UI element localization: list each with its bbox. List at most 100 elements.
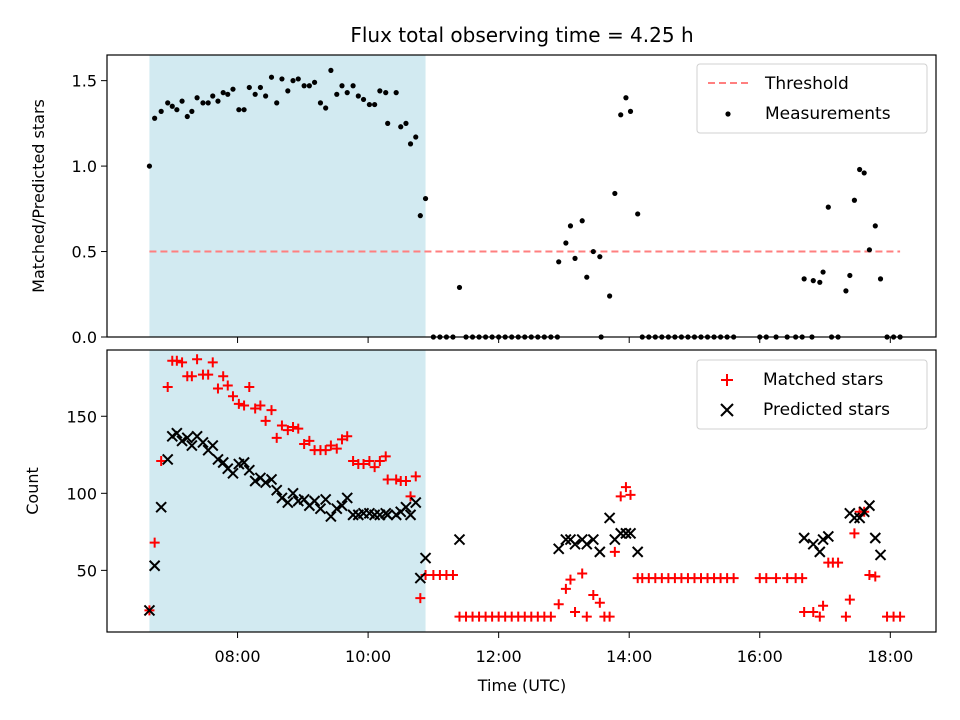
measurement-point — [241, 107, 247, 113]
predicted-star-point — [414, 572, 427, 584]
measurement-point — [866, 247, 873, 253]
matched-star-point — [227, 391, 238, 402]
predicted-star-point — [552, 543, 565, 555]
predicted-star-point — [186, 439, 198, 452]
predicted-star-point — [207, 439, 219, 452]
measurement-point — [306, 83, 312, 89]
predicted-star-point — [238, 456, 250, 469]
measurement-point — [165, 100, 171, 106]
measurement-point — [355, 93, 361, 99]
matched-star-point — [415, 593, 426, 604]
measurement-point — [843, 288, 849, 294]
matched-star-point — [222, 380, 233, 391]
x-tick-label: 12:00 — [476, 647, 522, 666]
matched-star-point — [358, 459, 369, 470]
bottom-panel-y-label: Count — [23, 467, 42, 515]
predicted-star-point — [271, 484, 283, 496]
matched-star-point — [553, 599, 564, 610]
top-panel: 0.0 0.5 1.0 1.5 Matched/Predicted stars Thr… — [29, 54, 937, 347]
top-panel-y-label: Matched/Predicted stars — [29, 99, 48, 293]
matched-star-point — [325, 440, 336, 451]
matched-star-point — [609, 546, 620, 557]
legend-threshold-label: Threshold — [764, 74, 849, 94]
matched-star-point — [331, 443, 342, 454]
predicted-star-point — [869, 532, 882, 544]
top-panel-x-ticks — [237, 337, 891, 343]
matched-star-point — [156, 455, 167, 466]
predicted-star-point — [155, 501, 167, 513]
measurement-point — [407, 141, 414, 147]
matched-star-point — [348, 455, 359, 466]
measurement-point — [618, 112, 624, 118]
measurement-point — [350, 83, 356, 89]
legend-matched-swatch — [721, 374, 733, 386]
matched-star-point — [844, 594, 855, 605]
matched-star-point — [276, 420, 287, 431]
measurement-point — [295, 76, 301, 82]
matched-star-point — [149, 537, 160, 548]
measurement-point — [413, 134, 419, 140]
measurement-point — [230, 86, 236, 92]
measurement-point — [344, 90, 350, 96]
measurement-point — [334, 91, 340, 97]
measurement-point — [257, 84, 263, 91]
predicted-star-point — [587, 533, 600, 546]
measurement-point — [567, 223, 574, 229]
x-tick-label: 08:00 — [214, 647, 260, 666]
predicted-star-point — [453, 533, 466, 546]
matched-star-point — [588, 590, 599, 601]
measurement-point — [393, 90, 399, 96]
measurement-point — [456, 284, 463, 291]
top-panel-shaded-region — [149, 55, 426, 337]
predicted-star-point — [265, 473, 278, 486]
x-axis-label: Time (UTC) — [477, 676, 566, 695]
matched-star-point — [382, 474, 393, 485]
top-panel-plot-area — [146, 67, 903, 340]
measurement-point — [189, 108, 195, 114]
measurement-point — [215, 98, 221, 104]
matched-star-point — [625, 489, 636, 500]
predicted-star-point — [822, 530, 835, 543]
predicted-star-point — [817, 533, 829, 546]
measurement-point — [236, 107, 242, 113]
measurement-point — [383, 90, 389, 96]
matched-star-point — [218, 371, 229, 382]
x-tick-label: 14:00 — [606, 647, 652, 666]
measurement-point — [279, 76, 285, 82]
matched-star-point — [594, 597, 605, 608]
matched-star-point — [271, 432, 282, 443]
measurement-point — [210, 93, 216, 99]
y-tick-label: 100 — [66, 484, 97, 503]
predicted-star-point — [341, 492, 353, 504]
matched-star-point — [336, 434, 347, 445]
matched-star-point — [391, 474, 402, 485]
measurement-point — [820, 269, 826, 275]
predicted-star-point — [212, 453, 224, 466]
matched-star-point — [797, 573, 808, 584]
y-tick-label: 0.0 — [72, 328, 97, 347]
top-panel-y-axis: 0.0 0.5 1.0 1.5 — [72, 72, 107, 347]
predicted-star-point — [410, 496, 422, 509]
measurement-point — [152, 115, 158, 121]
measurement-point — [205, 100, 211, 106]
predicted-star-point — [282, 496, 294, 509]
matched-star-point — [560, 583, 571, 594]
chart-title: Flux total observing time = 4.25 h — [350, 23, 693, 47]
predicted-star-point — [615, 527, 627, 540]
bottom-panel-legend: Matched stars Predicted stars — [696, 359, 928, 430]
measurement-point — [220, 90, 226, 96]
predicted-star-point — [848, 512, 861, 524]
predicted-star-point — [594, 546, 606, 558]
measurement-point — [851, 197, 858, 203]
x-tick-label: 16:00 — [737, 647, 783, 666]
matched-star-point — [808, 606, 819, 617]
matched-star-point — [840, 611, 851, 622]
measurement-point — [635, 211, 641, 217]
matched-star-point — [244, 381, 255, 392]
measurement-point — [317, 100, 324, 106]
predicted-star-point — [853, 512, 866, 524]
measurement-point — [225, 91, 231, 97]
matched-star-point — [380, 451, 391, 462]
measurement-point — [169, 103, 175, 109]
